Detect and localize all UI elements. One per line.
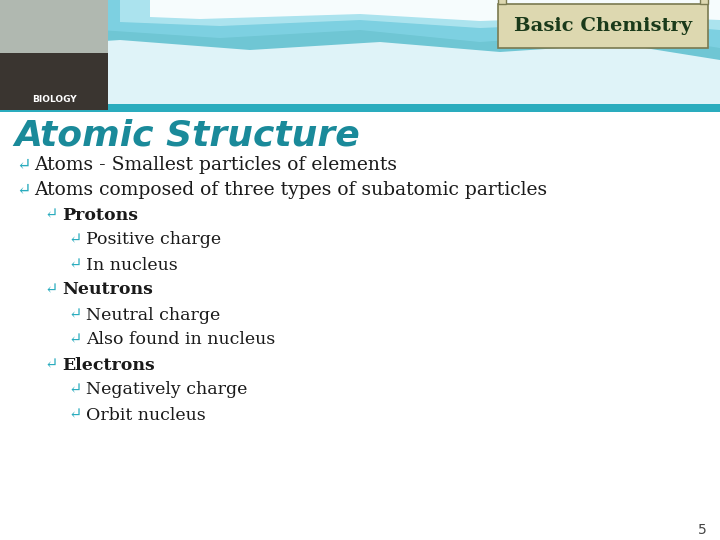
- Text: ↵: ↵: [68, 407, 81, 423]
- Text: Atoms - Smallest particles of elements: Atoms - Smallest particles of elements: [34, 156, 397, 174]
- Text: ↵: ↵: [68, 232, 81, 248]
- Polygon shape: [0, 0, 720, 60]
- Polygon shape: [120, 0, 720, 30]
- Text: In nucleus: In nucleus: [86, 256, 178, 273]
- Text: Protons: Protons: [62, 206, 138, 224]
- Text: ↵: ↵: [44, 356, 58, 374]
- FancyBboxPatch shape: [498, 0, 506, 4]
- FancyBboxPatch shape: [700, 0, 708, 4]
- Text: Neutrons: Neutrons: [62, 281, 153, 299]
- FancyBboxPatch shape: [0, 0, 720, 110]
- Polygon shape: [150, 0, 720, 21]
- Text: ↵: ↵: [16, 181, 30, 199]
- Text: BIOLOGY: BIOLOGY: [32, 96, 76, 105]
- FancyBboxPatch shape: [0, 104, 720, 112]
- Text: ↵: ↵: [68, 381, 81, 399]
- FancyBboxPatch shape: [0, 0, 108, 53]
- Polygon shape: [0, 0, 720, 48]
- FancyBboxPatch shape: [498, 4, 708, 48]
- Text: Atomic Structure: Atomic Structure: [14, 118, 360, 152]
- Text: Neutral charge: Neutral charge: [86, 307, 220, 323]
- Text: Also found in nucleus: Also found in nucleus: [86, 332, 275, 348]
- Text: ↵: ↵: [68, 332, 81, 348]
- Text: Negatively charge: Negatively charge: [86, 381, 248, 399]
- Text: 5: 5: [698, 523, 706, 537]
- Text: ↵: ↵: [68, 307, 81, 323]
- Text: Electrons: Electrons: [62, 356, 155, 374]
- Text: ↵: ↵: [16, 157, 30, 173]
- Text: Basic Chemistry: Basic Chemistry: [514, 17, 692, 35]
- Text: Orbit nucleus: Orbit nucleus: [86, 407, 206, 423]
- Text: ↵: ↵: [68, 256, 81, 273]
- Text: ↵: ↵: [44, 281, 58, 299]
- Text: Atoms composed of three types of subatomic particles: Atoms composed of three types of subatom…: [34, 181, 547, 199]
- Text: Positive charge: Positive charge: [86, 232, 221, 248]
- Text: ↵: ↵: [44, 206, 58, 224]
- FancyBboxPatch shape: [0, 0, 108, 110]
